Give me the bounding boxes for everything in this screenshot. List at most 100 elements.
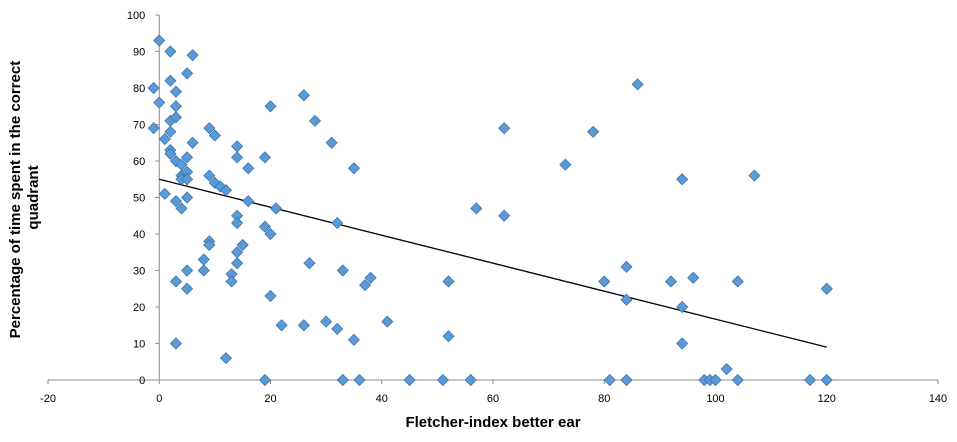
y-tick-label: 10 <box>133 339 145 351</box>
data-point <box>208 129 221 142</box>
data-point <box>164 147 177 160</box>
data-point <box>347 333 361 346</box>
data-point <box>498 209 511 222</box>
axes <box>47 14 939 384</box>
data-point <box>676 300 689 314</box>
data-point <box>269 202 283 215</box>
data-point <box>153 34 166 47</box>
data-point <box>231 140 244 153</box>
data-point <box>180 151 194 164</box>
data-point <box>169 275 183 288</box>
data-point <box>203 122 216 135</box>
data-point <box>331 322 344 335</box>
data-point <box>364 271 377 284</box>
data-point <box>320 315 333 328</box>
data-point <box>620 373 633 387</box>
trendline <box>159 178 827 348</box>
data-point <box>180 282 194 295</box>
data-point <box>470 202 483 215</box>
data-point <box>258 373 272 387</box>
data-point <box>297 319 310 332</box>
data-point <box>231 257 244 270</box>
data-point <box>258 220 272 233</box>
trendline-group <box>159 178 827 348</box>
y-tick-label: 0 <box>139 375 145 387</box>
data-point <box>164 45 177 58</box>
data-point <box>498 122 511 135</box>
data-point <box>748 169 761 182</box>
data-point <box>620 293 633 306</box>
data-point <box>219 352 233 365</box>
data-point <box>731 373 744 387</box>
data-point <box>620 260 633 273</box>
data-point <box>331 216 344 230</box>
data-point <box>347 162 361 175</box>
data-point <box>803 373 817 387</box>
data-point <box>186 136 199 149</box>
data-point <box>336 373 349 387</box>
x-tick-label: 20 <box>264 393 276 405</box>
data-point <box>169 111 183 124</box>
data-point <box>303 257 316 270</box>
data-point <box>308 114 322 127</box>
data-point <box>464 373 477 387</box>
data-point <box>720 362 733 376</box>
data-point <box>180 191 194 204</box>
y-axis-title-line-1: Percentage of time spent in the correct <box>7 61 24 339</box>
data-point <box>158 133 171 146</box>
data-point <box>676 337 689 350</box>
y-axis-title: Percentage of time spent in the correct … <box>7 57 42 339</box>
data-point <box>325 136 338 149</box>
data-point <box>197 253 210 266</box>
x-axis-title: Fletcher-index better ear <box>405 414 580 431</box>
data-point <box>603 373 616 387</box>
data-point <box>242 195 255 208</box>
data-point <box>436 373 450 387</box>
data-point <box>147 81 160 95</box>
data-point <box>820 373 833 387</box>
data-point <box>442 330 455 343</box>
data-point <box>358 279 372 292</box>
x-tick-label: 40 <box>376 393 388 405</box>
y-tick-label: 80 <box>133 83 145 95</box>
tick-labels: 0 10 20 30 40 50 60 70 80 90 100 -20 0 20 40 60 80 100 120… <box>40 10 947 405</box>
data-point <box>275 319 288 332</box>
data-point <box>336 264 349 277</box>
y-axis-title-line-2: quadrant <box>25 165 42 229</box>
data-point <box>381 315 394 328</box>
data-point <box>687 271 700 284</box>
data-point <box>231 216 244 230</box>
data-point <box>820 282 833 295</box>
data-point <box>442 275 455 288</box>
x-tick-label: 140 <box>929 393 947 405</box>
y-tick-label: 20 <box>133 302 145 314</box>
data-point <box>169 85 183 98</box>
data-point <box>587 125 600 138</box>
y-tick-label: 90 <box>133 47 145 59</box>
data-point <box>169 195 183 208</box>
data-point <box>264 227 277 241</box>
data-points <box>147 34 833 387</box>
data-point <box>186 49 199 62</box>
data-point <box>153 96 166 109</box>
data-point <box>164 125 177 138</box>
data-point <box>180 264 194 277</box>
data-point <box>631 78 644 91</box>
data-point <box>297 89 310 102</box>
data-point <box>147 122 160 135</box>
y-tick-label: 100 <box>127 10 145 22</box>
data-point <box>203 238 216 252</box>
data-point <box>242 162 255 175</box>
data-point <box>403 373 416 387</box>
y-tick-label: 40 <box>133 229 145 241</box>
data-point <box>219 184 233 197</box>
data-point <box>164 74 177 87</box>
y-tick-label: 50 <box>133 193 145 205</box>
x-tick-label: 120 <box>818 393 836 405</box>
data-point <box>676 173 689 186</box>
data-point <box>264 100 277 113</box>
y-tick-label: 30 <box>133 266 145 278</box>
y-tick-label: 60 <box>133 156 145 168</box>
data-point <box>709 373 722 387</box>
data-point <box>158 187 171 200</box>
